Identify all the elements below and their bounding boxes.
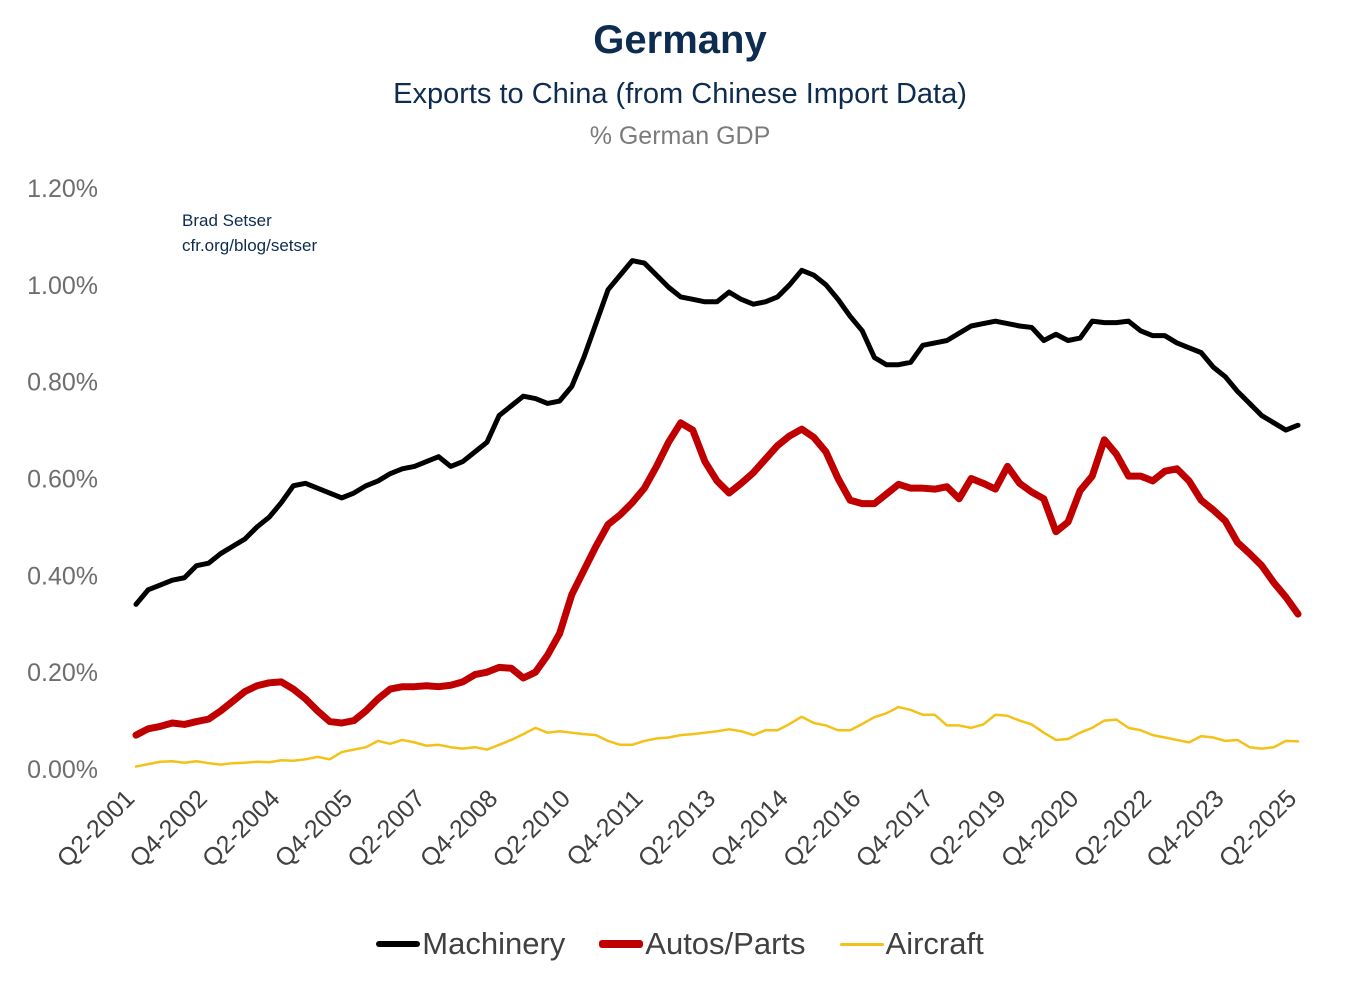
x-tick-label: Q4-2011 bbox=[561, 784, 648, 871]
x-tick-label: Q4-2005 bbox=[270, 784, 359, 873]
line-chart: 0.00% 0.20% 0.40% 0.60% 0.80% 1.00% 1.20% Q2-2… bbox=[27, 175, 1303, 873]
credit-url: cfr.org/blog/setser bbox=[182, 236, 318, 255]
legend-label-aircraft: Aircraft bbox=[885, 926, 984, 961]
y-tick-label: 0.60% bbox=[27, 466, 98, 494]
legend-item-autos-parts: Autos/Parts bbox=[599, 926, 806, 962]
legend: Machinery Autos/Parts Aircraft bbox=[0, 926, 1360, 962]
x-axis: Q2-2001Q4-2002Q2-2004Q4-2005Q2-2007Q4-20… bbox=[52, 784, 1303, 873]
credit-block: Brad Setser cfr.org/blog/setser bbox=[182, 208, 317, 258]
legend-swatch-autos-parts bbox=[599, 940, 644, 948]
y-tick-label: 0.80% bbox=[27, 369, 98, 397]
y-tick-label: 0.20% bbox=[27, 659, 98, 687]
x-tick-label: Q4-2020 bbox=[996, 784, 1085, 873]
x-tick-label: Q4-2023 bbox=[1141, 784, 1230, 873]
x-tick-label: Q2-2007 bbox=[342, 784, 431, 873]
legend-item-aircraft: Aircraft bbox=[839, 926, 984, 962]
y-tick-label: 0.40% bbox=[27, 562, 98, 590]
legend-swatch-aircraft bbox=[839, 942, 884, 946]
legend-label-machinery: Machinery bbox=[422, 926, 566, 961]
x-tick-label: Q2-2010 bbox=[487, 784, 576, 873]
unit-label: % German GDP bbox=[589, 122, 771, 150]
x-tick-label: Q2-2016 bbox=[778, 784, 867, 873]
y-tick-label: 1.00% bbox=[27, 272, 98, 300]
chart-subtitle: Exports to China (from Chinese Import Da… bbox=[393, 78, 967, 110]
legend-item-machinery: Machinery bbox=[376, 926, 565, 962]
x-tick-label: Q2-2022 bbox=[1068, 784, 1157, 873]
x-tick-label: Q2-2001 bbox=[52, 784, 141, 873]
y-tick-label: 1.20% bbox=[27, 175, 98, 203]
series-line-autos-parts bbox=[132, 419, 1302, 739]
y-axis: 0.00% 0.20% 0.40% 0.60% 0.80% 1.00% 1.20% bbox=[27, 175, 98, 784]
series-lines bbox=[132, 258, 1302, 768]
x-tick-label: Q4-2014 bbox=[705, 784, 794, 873]
legend-label-autos-parts: Autos/Parts bbox=[645, 926, 806, 961]
series-line-aircraft bbox=[134, 705, 1300, 768]
series-line-machinery bbox=[133, 258, 1301, 607]
x-tick-label: Q2-2004 bbox=[197, 784, 286, 873]
x-tick-label: Q4-2002 bbox=[124, 784, 213, 873]
x-tick-label: Q2-2013 bbox=[633, 784, 722, 873]
y-tick-label: 0.00% bbox=[27, 756, 98, 784]
x-tick-label: Q2-2019 bbox=[923, 784, 1012, 873]
chart-title: Germany bbox=[593, 18, 767, 62]
x-tick-label: Q4-2008 bbox=[415, 784, 504, 873]
x-tick-label: Q4-2017 bbox=[851, 784, 940, 873]
legend-swatch-machinery bbox=[376, 941, 421, 947]
x-tick-label: Q2-2025 bbox=[1214, 784, 1303, 873]
credit-author: Brad Setser bbox=[182, 211, 272, 230]
